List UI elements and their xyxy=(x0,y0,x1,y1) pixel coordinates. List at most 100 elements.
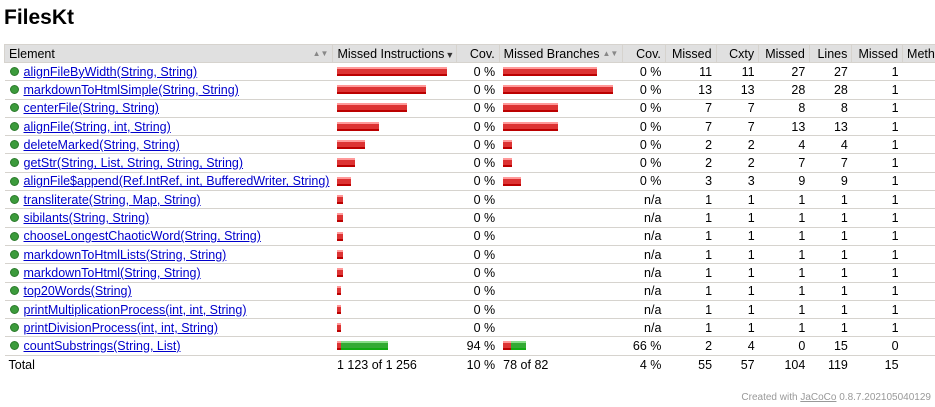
missed-cxty: 2 xyxy=(665,153,717,173)
missed-lines: 7 xyxy=(758,153,810,173)
header-cov-instructions[interactable]: Cov. xyxy=(456,44,500,63)
total-row: Total 1 123 of 1 256 10 % 78 of 82 4 % 5… xyxy=(4,354,935,374)
missed-cxty: 1 xyxy=(665,245,717,265)
method-link[interactable]: top20Words(String) xyxy=(23,284,132,299)
footer-prefix: Created with xyxy=(741,392,801,403)
missed-bar xyxy=(336,194,343,204)
missed-cxty: 1 xyxy=(665,208,717,228)
cov-branches: n/a xyxy=(622,263,666,283)
cov-instructions: 0 % xyxy=(456,227,500,246)
header-cxty[interactable]: Cxty xyxy=(715,44,760,63)
element-cell: chooseLongestChaoticWord(String, String) xyxy=(4,227,333,246)
header-cov-label: Cov. xyxy=(636,46,661,61)
cxty: 13 xyxy=(716,80,759,100)
header-lines[interactable]: Lines xyxy=(808,44,853,63)
cov-branches: n/a xyxy=(622,300,666,320)
table-row: markdownToHtml(String, String) 0 % n/a 1 1 1 1… xyxy=(4,263,935,283)
cov-branches: n/a xyxy=(622,245,666,265)
method-link[interactable]: getStr(String, List, String, String, Str… xyxy=(23,156,244,171)
cov-branches: n/a xyxy=(622,190,666,210)
method-link[interactable]: alignFile(String, int, String) xyxy=(23,119,171,134)
method-link[interactable]: chooseLongestChaoticWord(String, String) xyxy=(23,229,261,244)
cov-branches: 0 % xyxy=(622,99,666,118)
header-missed-cxty[interactable]: Missed xyxy=(664,44,717,63)
total-cov-branches: 4 % xyxy=(622,354,666,374)
total-cxty: 57 xyxy=(716,354,759,374)
cov-branches: n/a xyxy=(622,318,666,338)
cov-branches: 0 % xyxy=(622,117,666,137)
missed-cxty: 1 xyxy=(665,318,717,338)
missed-bar xyxy=(336,323,341,332)
header-missed-methods[interactable]: Missed xyxy=(851,44,904,63)
header-methods[interactable]: Methods xyxy=(902,44,935,63)
header-missed-branches[interactable]: Missed Branches ▲▼ xyxy=(498,44,624,63)
lines: 27 xyxy=(809,62,852,82)
missed-bar xyxy=(336,85,426,95)
header-cov-branches[interactable]: Cov. xyxy=(622,44,666,63)
missed-bar xyxy=(336,213,343,223)
lines: 4 xyxy=(809,135,852,155)
missed-methods: 1 xyxy=(851,245,903,265)
lines: 1 xyxy=(809,300,852,320)
element-cell: printDivisionProcess(int, int, String) xyxy=(4,318,333,338)
cov-instructions: 0 % xyxy=(456,282,500,301)
element-cell: transliterate(String, Map, String) xyxy=(4,190,333,210)
method-link[interactable]: printMultiplicationProcess(int, int, Str… xyxy=(23,302,247,317)
cxty: 3 xyxy=(716,172,759,192)
missed-lines: 1 xyxy=(758,245,810,265)
header-missed-lines[interactable]: Missed xyxy=(758,44,810,63)
header-lines-label: Lines xyxy=(817,46,848,61)
missed-branches-bar-cell xyxy=(499,62,623,82)
method-link[interactable]: sibilants(String, String) xyxy=(23,211,150,226)
method-link[interactable]: markdownToHtmlLists(String, String) xyxy=(23,247,227,262)
header-missed-instructions[interactable]: Missed Instructions▼ xyxy=(332,44,458,63)
method-link[interactable]: centerFile(String, String) xyxy=(23,101,159,116)
missed-bar xyxy=(336,103,407,113)
missed-branches-bar-cell xyxy=(499,99,623,118)
missed-instructions-bar-cell xyxy=(332,208,457,228)
missed-lines: 1 xyxy=(758,208,810,228)
cxty: 1 xyxy=(716,263,759,283)
lines: 1 xyxy=(809,190,852,210)
method-link[interactable]: transliterate(String, Map, String) xyxy=(23,192,201,207)
missed-branches-bar-cell xyxy=(499,117,623,137)
missed-branches-bar-cell xyxy=(499,336,623,356)
missed-instructions-bar-cell xyxy=(332,62,457,82)
lines: 28 xyxy=(809,80,852,100)
missed-branches-bar-cell xyxy=(499,135,623,155)
cxty: 1 xyxy=(716,282,759,301)
cov-instructions: 0 % xyxy=(456,263,500,283)
methods xyxy=(902,300,935,320)
element-cell: markdownToHtml(String, String) xyxy=(4,263,333,283)
table-header-row: Element ▲▼ Missed Instructions▼ Cov. Miss… xyxy=(3,44,935,63)
method-link[interactable]: markdownToHtmlSimple(String, String) xyxy=(23,82,239,97)
missed-lines: 27 xyxy=(758,62,810,82)
missed-lines: 1 xyxy=(758,300,810,320)
cov-instructions: 0 % xyxy=(456,80,500,100)
method-link[interactable]: countSubstrings(String, List) xyxy=(23,339,181,354)
table-row: printMultiplicationProcess(int, int, Str… xyxy=(4,300,935,320)
method-link[interactable]: printDivisionProcess(int, int, String) xyxy=(23,320,219,335)
methods xyxy=(902,80,935,100)
lines: 1 xyxy=(809,208,852,228)
jacoco-link[interactable]: JaCoCo xyxy=(800,392,837,403)
header-element[interactable]: Element ▲▼ xyxy=(3,44,334,63)
missed-bar xyxy=(503,176,522,186)
footer: Created with JaCoCo 0.8.7.202105040129 xyxy=(741,392,931,403)
missed-instructions-bar-cell xyxy=(332,153,457,173)
missed-methods: 1 xyxy=(851,99,903,118)
method-icon xyxy=(9,194,19,204)
missed-cxty: 7 xyxy=(665,117,717,137)
missed-cxty: 11 xyxy=(665,62,717,82)
method-link[interactable]: deleteMarked(String, String) xyxy=(23,137,180,152)
missed-lines: 1 xyxy=(758,227,810,246)
method-link[interactable]: alignFileByWidth(String, String) xyxy=(23,64,198,79)
methods xyxy=(902,153,935,173)
missed-instructions-bar-cell xyxy=(332,318,457,338)
method-link[interactable]: alignFile$append(Ref.IntRef, int, Buffer… xyxy=(23,174,330,189)
method-link[interactable]: markdownToHtml(String, String) xyxy=(23,265,201,280)
header-missed-label: Missed xyxy=(671,46,712,61)
footer-version: 0.8.7.202105040129 xyxy=(836,392,931,403)
missed-instructions-bar-cell xyxy=(332,99,457,118)
element-cell: top20Words(String) xyxy=(4,282,333,301)
